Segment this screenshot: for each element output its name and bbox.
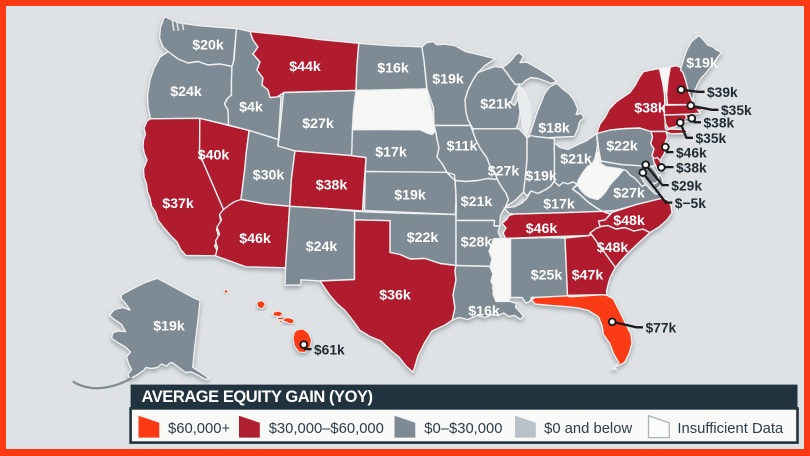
- svg-text:$16k: $16k: [468, 303, 500, 319]
- svg-text:$17k: $17k: [375, 144, 407, 160]
- svg-text:$38k: $38k: [316, 177, 348, 193]
- svg-text:$19k: $19k: [525, 168, 557, 184]
- svg-text:$46k: $46k: [239, 231, 271, 247]
- svg-text:$25k: $25k: [531, 267, 563, 283]
- svg-text:$30k: $30k: [253, 167, 285, 183]
- svg-text:$27k: $27k: [613, 185, 645, 201]
- svg-text:$16k: $16k: [377, 60, 409, 76]
- svg-text:AVERAGE EQUITY GAIN (YOY): AVERAGE EQUITY GAIN (YOY): [142, 388, 373, 406]
- svg-text:$20k: $20k: [192, 37, 224, 53]
- svg-text:$35k: $35k: [721, 103, 752, 118]
- svg-text:$28k: $28k: [461, 234, 493, 250]
- svg-text:$19k: $19k: [394, 187, 426, 203]
- svg-text:$61k: $61k: [314, 342, 345, 357]
- svg-text:$30,000–$60,000: $30,000–$60,000: [269, 421, 384, 437]
- svg-text:$21k: $21k: [480, 96, 512, 112]
- svg-text:$27k: $27k: [302, 116, 334, 132]
- svg-text:$38k: $38k: [676, 160, 707, 175]
- svg-text:$0–$30,000: $0–$30,000: [424, 421, 502, 437]
- svg-text:$46k: $46k: [676, 145, 707, 160]
- svg-text:$24k: $24k: [306, 239, 338, 255]
- svg-text:$36k: $36k: [379, 287, 411, 303]
- svg-text:$21k: $21k: [461, 194, 493, 210]
- svg-text:$44k: $44k: [289, 59, 321, 75]
- svg-text:$37k: $37k: [162, 196, 194, 212]
- svg-text:$4k: $4k: [239, 99, 263, 115]
- svg-text:$48k: $48k: [613, 213, 645, 229]
- svg-text:$60,000+: $60,000+: [168, 421, 230, 437]
- svg-text:$48k: $48k: [597, 240, 629, 256]
- svg-text:$38k: $38k: [634, 100, 666, 116]
- svg-text:$18k: $18k: [538, 120, 570, 136]
- svg-text:$22k: $22k: [606, 138, 638, 154]
- svg-text:$38k: $38k: [704, 116, 735, 131]
- svg-text:$77k: $77k: [646, 321, 677, 336]
- svg-text:$40k: $40k: [198, 147, 230, 163]
- svg-text:$22k: $22k: [407, 230, 439, 246]
- svg-text:$35k: $35k: [696, 131, 727, 146]
- svg-text:$19k: $19k: [686, 55, 718, 71]
- svg-text:$17k: $17k: [543, 196, 575, 212]
- svg-text:$24k: $24k: [170, 84, 202, 100]
- svg-text:$39k: $39k: [707, 85, 738, 100]
- svg-text:$29k: $29k: [671, 178, 702, 193]
- svg-text:$19k: $19k: [432, 71, 464, 87]
- svg-text:$−5k: $−5k: [675, 196, 706, 211]
- svg-text:$47k: $47k: [572, 267, 604, 283]
- svg-text:$0 and below: $0 and below: [544, 421, 632, 437]
- svg-text:$27k: $27k: [488, 163, 520, 179]
- svg-text:Insufficient Data: Insufficient Data: [677, 421, 784, 437]
- svg-text:$19k: $19k: [153, 318, 185, 334]
- svg-text:$21k: $21k: [560, 151, 592, 167]
- svg-text:$11k: $11k: [447, 138, 478, 154]
- svg-text:$46k: $46k: [526, 221, 558, 237]
